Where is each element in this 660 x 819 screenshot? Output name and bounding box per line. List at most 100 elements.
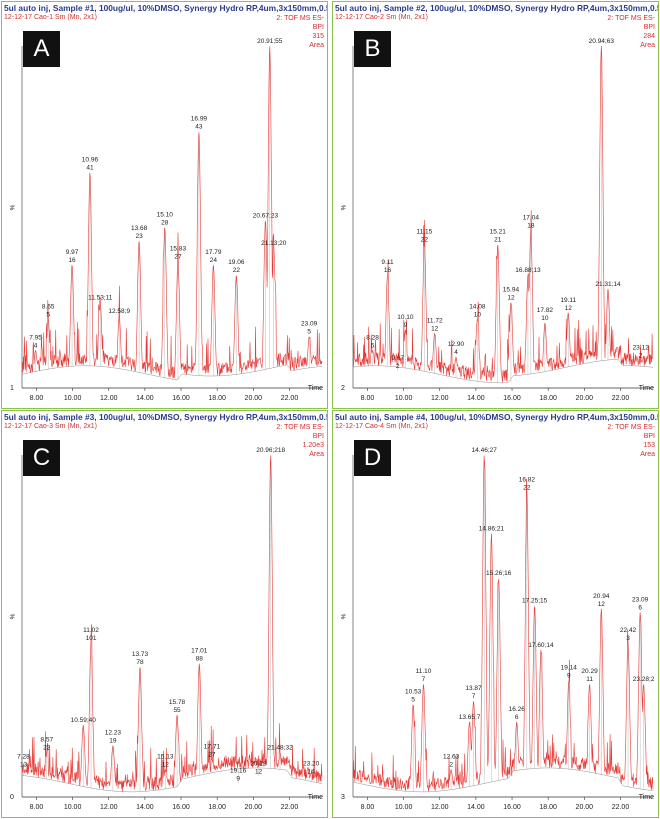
panel-label-badge: D (354, 440, 391, 476)
peak-label: 23.12 (633, 345, 650, 352)
x-tick-label: 20.00 (576, 395, 594, 402)
panel-meta: 2: TOF MS ES- BPI 153 Area (607, 423, 655, 459)
peak-label: 12.63 (443, 754, 460, 761)
meta-scan: 2: TOF MS ES- (276, 424, 324, 431)
peak-area-label: 2 (639, 353, 643, 360)
peak-label: 15.13 (157, 754, 174, 761)
x-tick-label: 22.00 (281, 804, 299, 811)
x-tick-label: 16.00 (172, 395, 190, 402)
peak-label: 7.28 (17, 754, 30, 761)
peak-label: 23.09 (632, 596, 649, 603)
peak-label: 17.25;15 (522, 597, 548, 604)
peak-label: 11.15 (416, 228, 432, 235)
x-tick-label: 18.00 (208, 395, 226, 402)
x-tick-label: 18.00 (539, 804, 557, 811)
peak-label: 7.95 (29, 334, 42, 341)
panel-label-badge: C (23, 440, 60, 476)
x-tick-label: 8.00 (30, 395, 44, 402)
signal-trace (352, 456, 654, 792)
x-tick-label: 14.00 (467, 804, 485, 811)
peak-area-label: 14 (308, 768, 316, 775)
peak-label: 16.26 (509, 706, 526, 713)
peak-label: 10.10 (397, 314, 414, 321)
peak-label: 17.71 (204, 743, 221, 750)
peak-label: 9.11 (381, 259, 394, 266)
peak-area-label: 7 (472, 693, 476, 700)
peak-area-label: 6 (638, 604, 642, 611)
peak-area-label: 24 (210, 257, 218, 264)
panel-c: 8.00 10.00 12.00 14.00 16.00 18.00 20.00 22.00 7… (1, 410, 328, 818)
meta-intensity: 284 (643, 33, 655, 40)
peak-area-label: 13 (20, 762, 28, 769)
x-tick-label: 20.00 (245, 804, 263, 811)
meta-type: Area (309, 451, 324, 458)
peak-label: 21.48;32 (267, 745, 293, 752)
peak-area-label: 88 (196, 656, 204, 663)
peak-area-label: 12 (507, 295, 515, 302)
panel-header-sample: 12-12-17 Cao-3 Sm (Mn, 2x1) (4, 423, 97, 430)
peak-area-label: 16 (68, 257, 76, 264)
x-tick-label: 18.00 (539, 395, 557, 402)
peak-label: 10.53 (405, 689, 422, 696)
peak-label: 20.67;23 (253, 212, 279, 219)
meta-scan: 2: TOF MS ES- (276, 15, 324, 22)
peak-area-label: 22 (233, 267, 241, 274)
peak-label: 12.58;9 (108, 308, 130, 315)
panel-meta: 2: TOF MS ES- BPI 315 Area (276, 14, 324, 50)
panel-header-sample: 12-12-17 Cao-2 Sm (Mn, 2x1) (335, 14, 428, 21)
chromatogram-a: 8.00 10.00 12.00 14.00 16.00 18.00 20.00 22.00 7… (21, 38, 323, 402)
x-tick-label: 8.00 (361, 804, 375, 811)
peak-area-label: 21 (494, 236, 502, 243)
panel-label-badge: A (23, 31, 60, 67)
meta-intensity: 315 (312, 33, 324, 40)
signal-trace (21, 455, 323, 792)
chromatogram-c: 8.00 10.00 12.00 14.00 16.00 18.00 20.00 22.00 7… (17, 447, 323, 811)
peak-label: 23.28;2 (633, 676, 655, 683)
panel-header-title: 5ul auto inj, Sample #4, 100ug/ul, 10%DM… (335, 412, 659, 422)
x-tick-label: 8.00 (30, 804, 44, 811)
peak-label: 19.11 (560, 297, 576, 304)
panel-meta: 2: TOF MS ES- BPI 1.20e3 Area (276, 423, 324, 459)
peak-area-label: 11 (586, 676, 593, 683)
peak-area-label: 2 (396, 363, 400, 370)
x-axis-label: Time (638, 385, 654, 392)
peak-label: 19.16 (230, 767, 247, 774)
peak-label: 14.46;27 (472, 447, 498, 454)
peak-label: 12.23 (105, 730, 122, 737)
peak-area-label: 22 (421, 236, 429, 243)
peak-label: 8.65 (42, 304, 55, 311)
peak-label: 12.90 (448, 341, 465, 348)
x-tick-label: 14.00 (136, 804, 154, 811)
integration-baseline (352, 767, 654, 793)
panel-a: 8.00 10.00 12.00 14.00 16.00 18.00 20.00 22.00 7… (1, 1, 328, 409)
peak-area-label: 16 (384, 267, 392, 274)
peak-area-label: 22 (43, 745, 51, 752)
y-min-label: 1 (10, 385, 14, 392)
peak-label: 15.26;16 (486, 570, 512, 577)
peak-area-label: 9 (404, 322, 408, 329)
chromatogram-b: 8.00 10.00 12.00 14.00 16.00 18.00 20.00 22.00 8… (352, 38, 654, 402)
peak-area-label: 19 (109, 738, 117, 745)
peak-area-label: 5 (46, 312, 50, 319)
peak-label: 20.29 (581, 668, 598, 675)
x-tick-label: 16.00 (503, 395, 521, 402)
y-axis-label: % (9, 204, 17, 211)
panel-header-title: 5ul auto inj, Sample #2, 100ug/ul, 10%DM… (335, 3, 659, 13)
peak-area-label: 101 (86, 635, 97, 642)
peak-area-label: 6 (515, 714, 519, 721)
y-axis-label: % (340, 613, 348, 620)
peak-label: 17.01 (191, 648, 208, 655)
peak-label: 19.14 (561, 665, 578, 672)
y-min-label: 0 (10, 794, 14, 801)
peak-area-label: 12 (255, 768, 263, 775)
peak-area-label: 78 (136, 659, 144, 666)
peak-label: 17.60;14 (528, 642, 554, 649)
peak-area-label: 27 (174, 253, 182, 260)
y-axis-label: % (9, 613, 17, 620)
peak-label: 16.99 (191, 116, 208, 123)
peak-label: 13.65;7 (459, 714, 481, 721)
peak-label: 21.31;14 (595, 281, 621, 288)
y-min-label: 2 (341, 385, 345, 392)
peak-label: 11.53;11 (88, 295, 113, 302)
peak-area-label: 2 (449, 762, 453, 769)
